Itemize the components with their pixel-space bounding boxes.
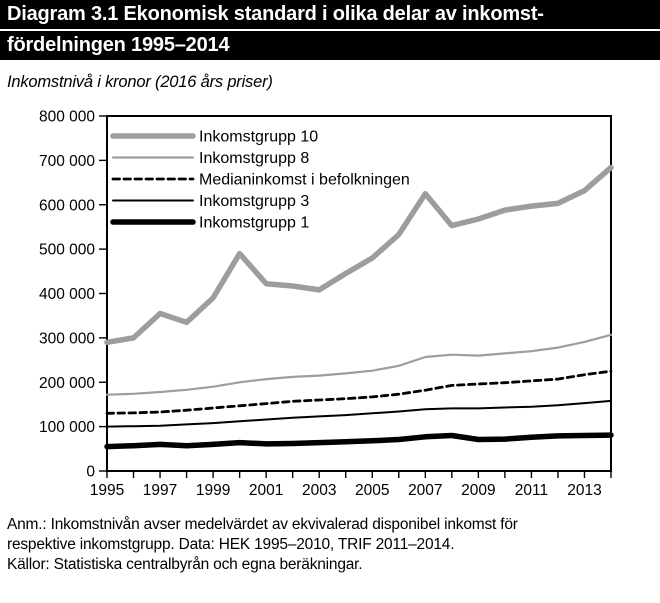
x-axis-label: 2009 [461, 482, 495, 499]
y-axis-label: 200 000 [39, 375, 95, 392]
chart-title: Diagram 3.1 Ekonomisk standard i olika d… [0, 0, 660, 60]
series-line-medianinkomst-i-befolkningen [105, 369, 613, 415]
series-line-inkomstgrupp-10 [104, 164, 614, 346]
series-line-inkomstgrupp-3 [106, 399, 612, 428]
footnote-anm-line-1: Anm.: Inkomstnivån avser medelvärdet av … [7, 516, 518, 533]
x-axis-label: 2013 [567, 482, 601, 499]
x-axis-label: 2001 [249, 482, 283, 499]
footnote-sources: Källor: Statistiska centralbyrån och egn… [7, 556, 363, 573]
y-axis-label: 700 000 [39, 153, 95, 170]
plot-border [106, 115, 612, 472]
x-axis-label: 2007 [408, 482, 442, 499]
y-axis-label: 800 000 [39, 109, 95, 126]
line-chart: 0 100 000 200 000 300 000 400 000 500 000 600 … [39, 109, 614, 499]
legend-label-inkomstgrupp-3: Inkomstgrupp 3 [199, 193, 309, 210]
x-axis-label: 1995 [90, 482, 124, 499]
chart-title-line-1: Diagram 3.1 Ekonomisk standard i olika d… [0, 0, 660, 29]
series-line-inkomstgrupp-8 [105, 333, 613, 396]
y-axis-label: 0 [86, 464, 95, 481]
x-axis-label: 2011 [515, 482, 548, 499]
y-axis-label: 100 000 [39, 419, 95, 436]
y-axis-label: 400 000 [39, 286, 95, 303]
legend-label-inkomstgrupp-1: Inkomstgrupp 1 [199, 215, 309, 232]
y-axis-label: 600 000 [39, 197, 95, 214]
x-axis-label: 2003 [302, 482, 336, 499]
legend-label-inkomstgrupp-8: Inkomstgrupp 8 [199, 150, 309, 167]
y-axis-label: 300 000 [39, 330, 95, 347]
x-axis-label: 2005 [355, 482, 389, 499]
series-line-inkomstgrupp-1 [104, 432, 614, 450]
x-axis-label: 1997 [143, 482, 177, 499]
chart-title-line-2: fördelningen 1995–2014 [0, 31, 660, 60]
chart-footnotes: Anm.: Inkomstnivån avser medelvärdet av … [7, 515, 660, 575]
footnote-anm-line-2: respektive inkomstgrupp. Data: HEK 1995–… [7, 536, 455, 553]
x-axis-label: 1999 [196, 482, 230, 499]
y-axis-label: 500 000 [39, 242, 95, 259]
legend-label-medianinkomst-i-befolkningen: Medianinkomst i befolkningen [199, 172, 410, 189]
chart-subtitle: Inkomstnivå i kronor (2016 års priser) [7, 73, 273, 91]
legend-label-inkomstgrupp-10: Inkomstgrupp 10 [199, 129, 318, 146]
